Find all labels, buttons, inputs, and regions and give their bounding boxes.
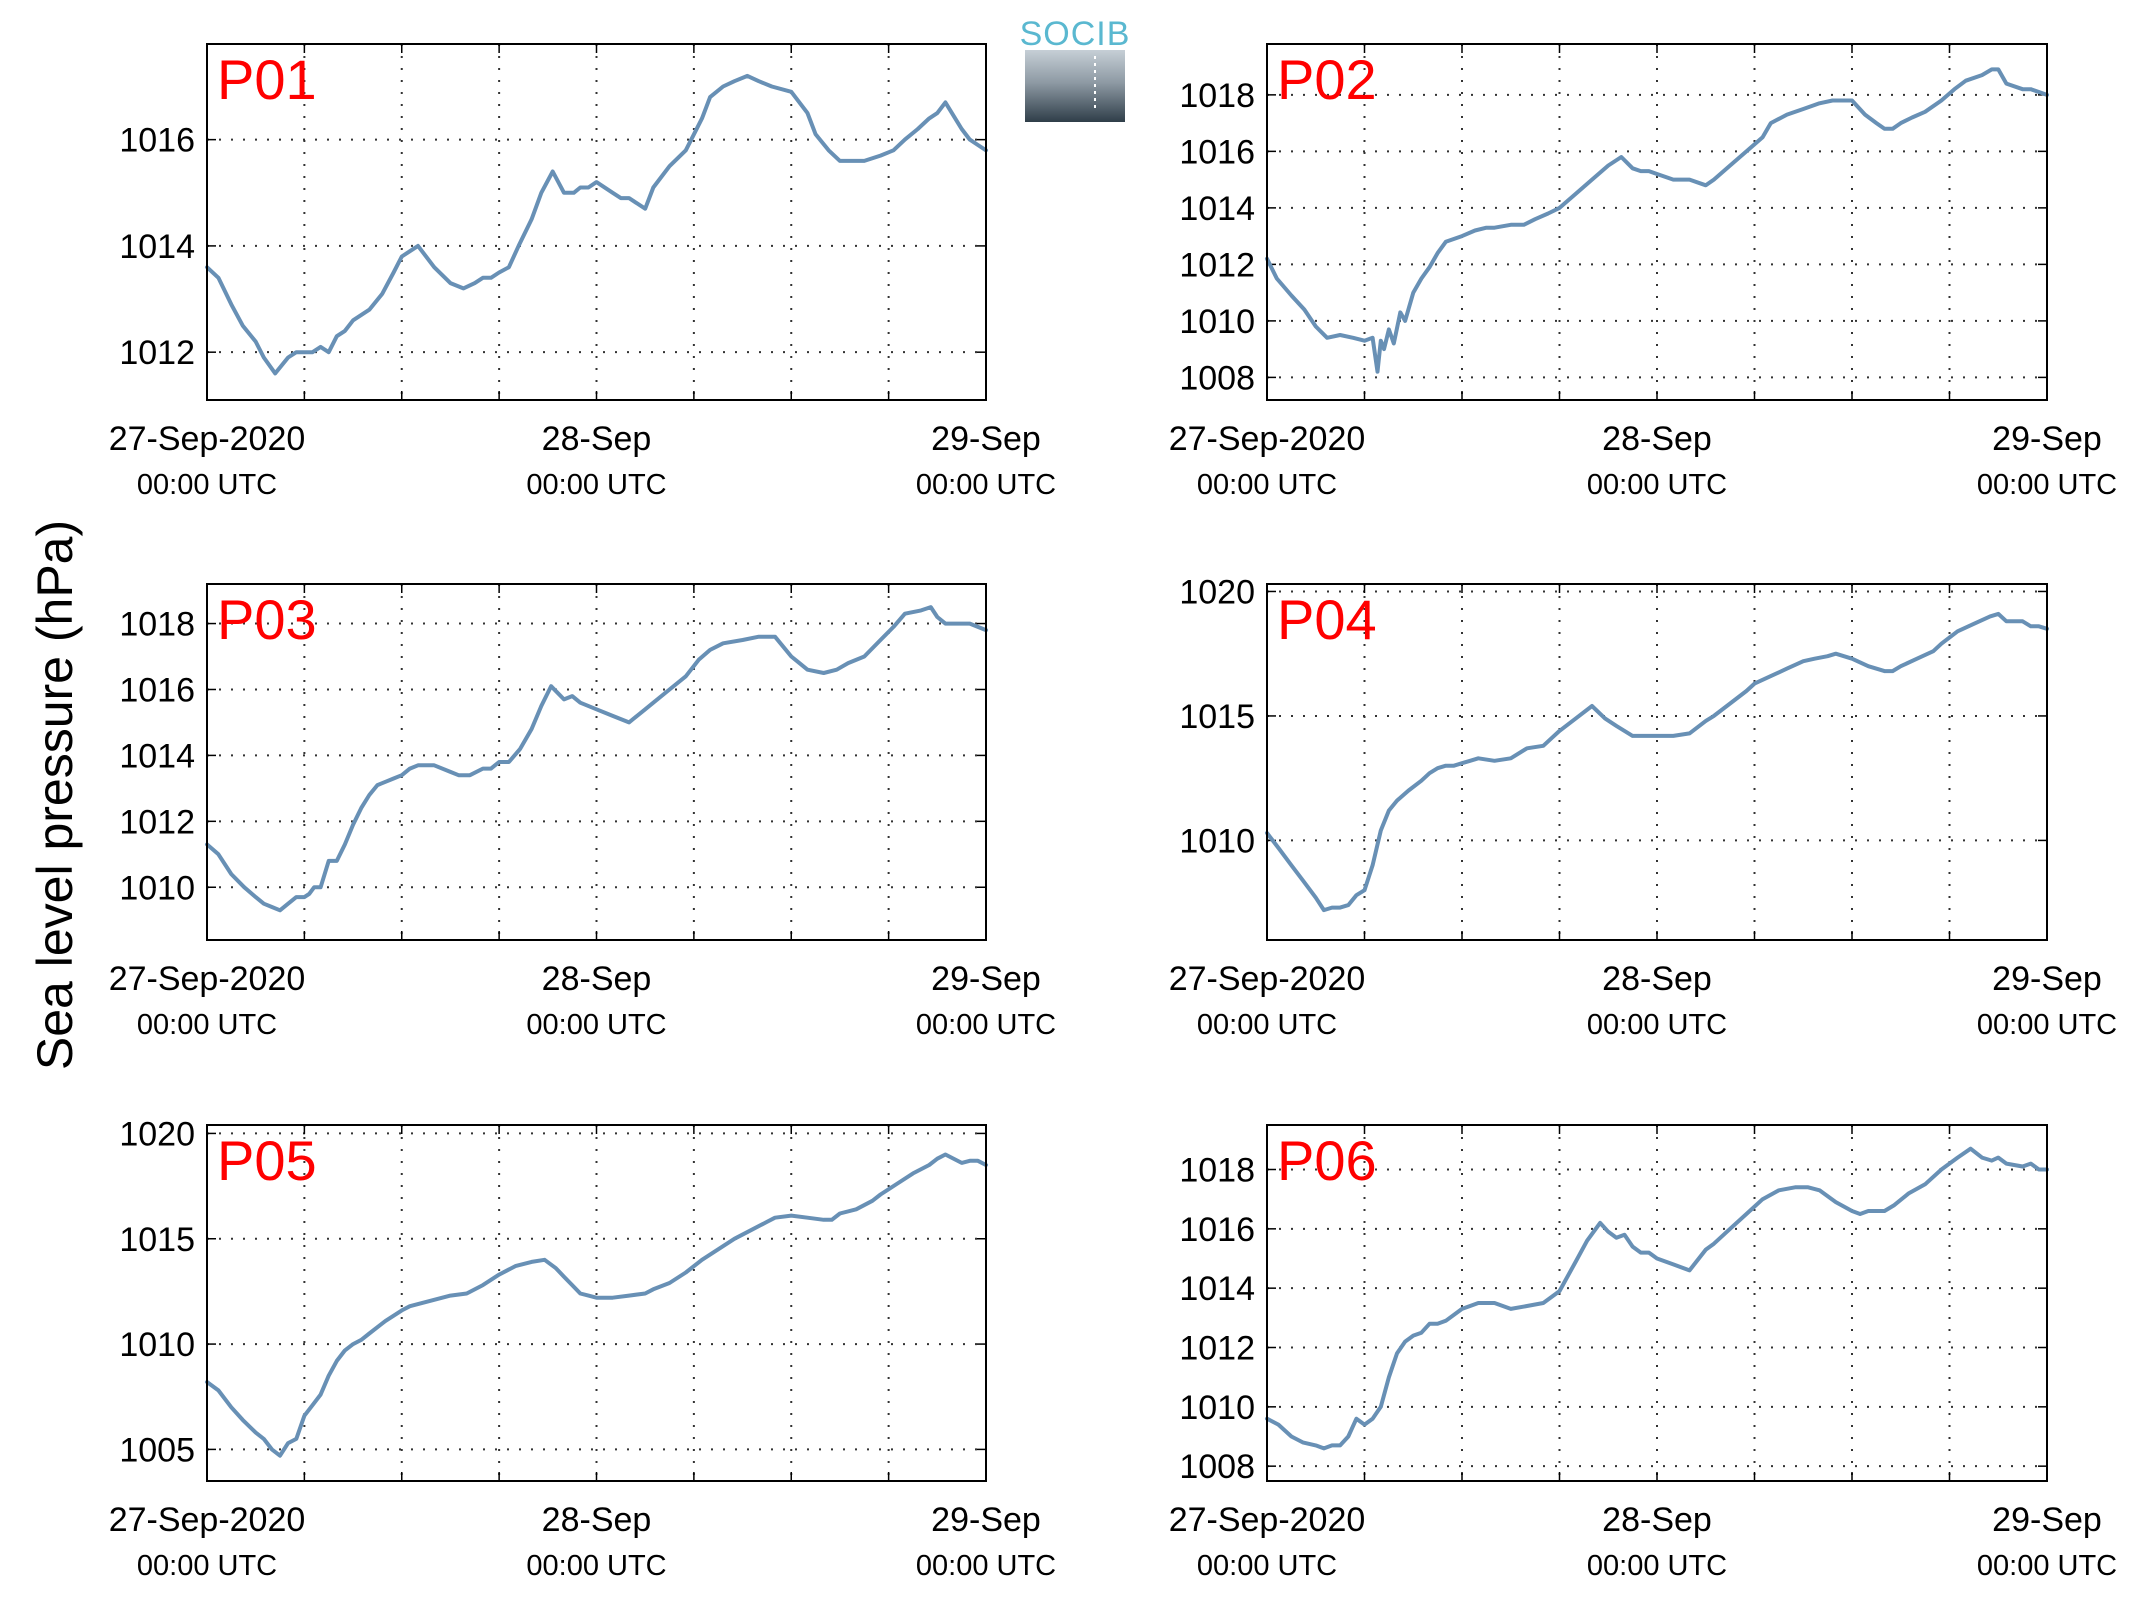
x-tick-label-time: 00:00 UTC <box>916 469 1056 501</box>
x-tick-label-time: 00:00 UTC <box>1197 469 1337 501</box>
x-tick-label-time: 00:00 UTC <box>1977 1009 2117 1041</box>
y-tick-label: 1018 <box>1179 77 1255 115</box>
socib-logo: SOCIB <box>1020 15 1131 122</box>
x-tick-label-date: 27-Sep-2020 <box>1169 1501 1366 1539</box>
x-tick-label-time: 00:00 UTC <box>1197 1550 1337 1582</box>
x-tick-label-time: 00:00 UTC <box>137 1009 277 1041</box>
series-line-p05 <box>205 1152 988 1458</box>
y-tick-label: 1016 <box>119 671 195 709</box>
y-tick-label: 1014 <box>119 737 195 775</box>
x-tick-label-time: 00:00 UTC <box>1977 1550 2117 1582</box>
station-label: P02 <box>1277 48 1377 111</box>
x-tick-label-date: 28-Sep <box>1602 1501 1712 1539</box>
x-tick-label-time: 00:00 UTC <box>1197 1009 1337 1041</box>
logo-block <box>1025 50 1125 122</box>
y-tick-label: 1012 <box>1179 246 1255 284</box>
x-tick-label-time: 00:00 UTC <box>526 1009 666 1041</box>
y-axis-label: Sea level pressure (hPa) <box>27 520 83 1070</box>
y-tick-label: 1016 <box>1179 133 1255 171</box>
y-tick-label: 1010 <box>1179 1389 1255 1427</box>
y-tick-label: 1015 <box>119 1221 195 1259</box>
series-line-p03 <box>205 605 988 913</box>
station-label: P05 <box>217 1129 317 1192</box>
x-tick-label-time: 00:00 UTC <box>137 469 277 501</box>
x-tick-label-time: 00:00 UTC <box>1587 1550 1727 1582</box>
axes-frame <box>206 583 987 941</box>
chart-panel-p03: 1010 1012 1014 1016 1018 27-Sep-2020 00:00 UTC… <box>109 583 1056 1041</box>
x-tick-label-date: 29-Sep <box>1992 1501 2102 1539</box>
chart-panel-p01: 1012 1014 1016 27-Sep-2020 00:00 UTC 28-Sep 00… <box>109 43 1056 501</box>
y-tick-label: 1014 <box>119 228 195 266</box>
series-line-p06 <box>1265 1146 2049 1451</box>
axes-frame <box>1266 1124 2048 1482</box>
y-tick-label: 1014 <box>1179 190 1255 228</box>
y-tick-label: 1018 <box>1179 1152 1255 1190</box>
y-tick-label: 1016 <box>119 122 195 160</box>
x-tick-label-time: 00:00 UTC <box>526 469 666 501</box>
y-tick-label: 1010 <box>119 1326 195 1364</box>
x-tick-label-time: 00:00 UTC <box>1587 469 1727 501</box>
x-tick-label-time: 00:00 UTC <box>916 1550 1056 1582</box>
x-tick-label-date: 28-Sep <box>542 420 652 458</box>
chart-panel-p06: 1008 1010 1012 1014 1016 1018 27-Sep-2020 00:00… <box>1169 1124 2117 1582</box>
y-tick-label: 1012 <box>119 334 195 372</box>
y-tick-label: 1010 <box>1179 822 1255 860</box>
x-tick-label-date: 27-Sep-2020 <box>109 1501 306 1539</box>
x-tick-label-time: 00:00 UTC <box>137 1550 277 1582</box>
x-tick-label-time: 00:00 UTC <box>1977 469 2117 501</box>
y-tick-label: 1010 <box>1179 303 1255 341</box>
axes-frame <box>206 1124 987 1482</box>
x-tick-label-date: 29-Sep <box>931 960 1041 998</box>
axes-frame <box>1266 43 2048 401</box>
y-tick-label: 1014 <box>1179 1270 1255 1308</box>
x-tick-label-date: 27-Sep-2020 <box>109 420 306 458</box>
y-tick-label: 1005 <box>119 1431 195 1469</box>
x-tick-label-time: 00:00 UTC <box>526 1550 666 1582</box>
x-tick-label-date: 27-Sep-2020 <box>1169 420 1366 458</box>
station-label: P06 <box>1277 1129 1377 1192</box>
x-tick-label-date: 28-Sep <box>542 960 652 998</box>
x-tick-label-time: 00:00 UTC <box>1587 1009 1727 1041</box>
chart-panel-p02: 1008 1010 1012 1014 1016 1018 27-Sep-2020 00:00… <box>1169 43 2117 501</box>
series-line-p02 <box>1265 67 2049 374</box>
x-tick-label-date: 29-Sep <box>931 1501 1041 1539</box>
y-tick-label: 1020 <box>119 1115 195 1153</box>
x-tick-label-date: 28-Sep <box>542 1501 652 1539</box>
x-tick-label-date: 28-Sep <box>1602 420 1712 458</box>
y-tick-label: 1008 <box>1179 359 1255 397</box>
x-tick-label-time: 00:00 UTC <box>916 1009 1056 1041</box>
x-tick-label-date: 27-Sep-2020 <box>1169 960 1366 998</box>
series-line-p01 <box>205 73 988 376</box>
axes-frame <box>206 43 987 401</box>
station-label: P03 <box>217 588 317 651</box>
station-label: P04 <box>1277 588 1377 651</box>
station-label: P01 <box>217 48 317 111</box>
x-tick-label-date: 29-Sep <box>931 420 1041 458</box>
y-tick-label: 1018 <box>119 606 195 644</box>
x-tick-label-date: 29-Sep <box>1992 960 2102 998</box>
y-tick-label: 1015 <box>1179 698 1255 736</box>
chart-panel-p05: 1005 1010 1015 1020 27-Sep-2020 00:00 UTC 28-S… <box>109 1115 1056 1582</box>
x-tick-label-date: 27-Sep-2020 <box>109 960 306 998</box>
y-tick-label: 1010 <box>119 869 195 907</box>
y-tick-label: 1016 <box>1179 1211 1255 1249</box>
y-tick-label: 1008 <box>1179 1448 1255 1486</box>
x-tick-label-date: 29-Sep <box>1992 420 2102 458</box>
y-tick-label: 1012 <box>1179 1330 1255 1368</box>
y-tick-label: 1020 <box>1179 573 1255 611</box>
axes-frame <box>1266 583 2048 941</box>
y-tick-label: 1012 <box>119 803 195 841</box>
x-tick-label-date: 28-Sep <box>1602 960 1712 998</box>
series-line-p04 <box>1265 611 2049 913</box>
logo-text: SOCIB <box>1020 15 1131 53</box>
chart-panel-p04: 1010 1015 1020 27-Sep-2020 00:00 UTC 28-Sep 00… <box>1169 573 2117 1041</box>
